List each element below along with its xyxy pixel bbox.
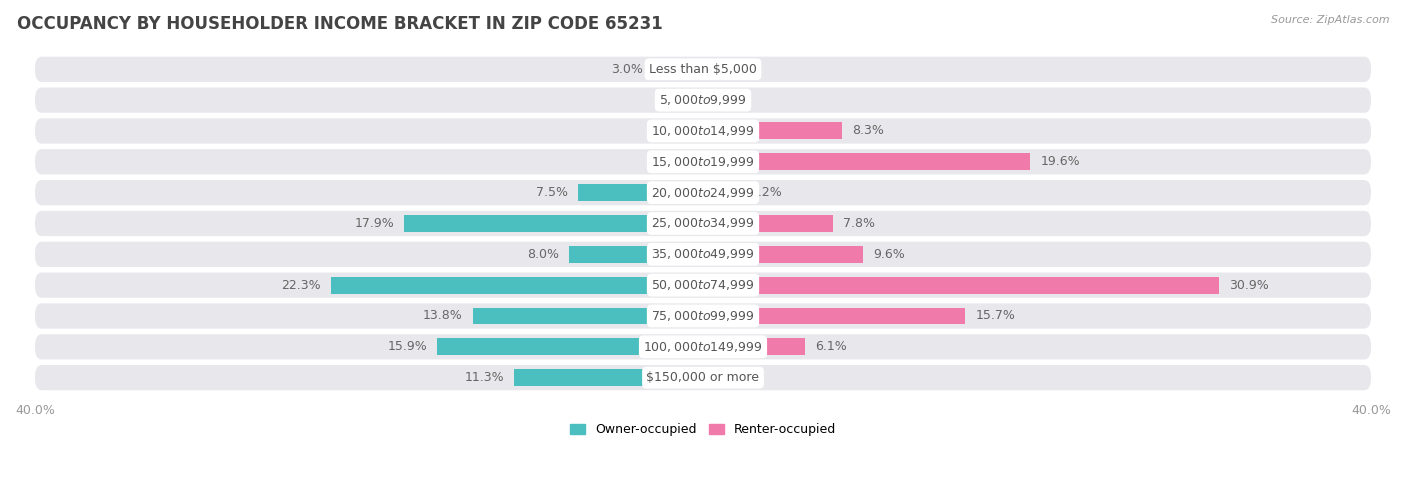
Text: 15.7%: 15.7% [976, 310, 1015, 323]
FancyBboxPatch shape [35, 334, 1371, 360]
Text: 7.8%: 7.8% [844, 217, 876, 230]
FancyBboxPatch shape [35, 180, 1371, 205]
Text: Less than $5,000: Less than $5,000 [650, 63, 756, 76]
Text: 0.0%: 0.0% [661, 94, 693, 106]
Legend: Owner-occupied, Renter-occupied: Owner-occupied, Renter-occupied [565, 418, 841, 441]
Bar [703, 184, 740, 201]
Text: 30.9%: 30.9% [1229, 278, 1268, 292]
FancyBboxPatch shape [35, 87, 1371, 113]
Text: $100,000 to $149,999: $100,000 to $149,999 [644, 340, 762, 354]
Bar [404, 215, 703, 232]
Bar [472, 308, 703, 325]
Text: 0.0%: 0.0% [661, 124, 693, 138]
Bar [703, 153, 1031, 170]
FancyBboxPatch shape [35, 211, 1371, 236]
Text: $25,000 to $34,999: $25,000 to $34,999 [651, 216, 755, 230]
FancyBboxPatch shape [35, 118, 1371, 143]
Bar [703, 122, 842, 139]
Text: $75,000 to $99,999: $75,000 to $99,999 [651, 309, 755, 323]
FancyBboxPatch shape [35, 365, 1371, 390]
Text: 8.0%: 8.0% [527, 248, 560, 261]
Text: 15.9%: 15.9% [388, 340, 427, 353]
Text: 0.0%: 0.0% [713, 371, 745, 384]
Text: Source: ZipAtlas.com: Source: ZipAtlas.com [1271, 15, 1389, 25]
Bar [703, 308, 965, 325]
Text: 0.0%: 0.0% [713, 63, 745, 76]
Bar [703, 277, 1219, 294]
Text: $150,000 or more: $150,000 or more [647, 371, 759, 384]
Bar [515, 369, 703, 386]
FancyBboxPatch shape [35, 273, 1371, 298]
Text: 3.0%: 3.0% [612, 63, 643, 76]
Bar [652, 61, 703, 78]
Text: $20,000 to $24,999: $20,000 to $24,999 [651, 186, 755, 200]
FancyBboxPatch shape [35, 303, 1371, 329]
Text: 2.2%: 2.2% [749, 186, 782, 199]
Bar [330, 277, 703, 294]
Bar [437, 338, 703, 355]
Text: 0.0%: 0.0% [713, 94, 745, 106]
Text: 0.22%: 0.22% [650, 156, 689, 168]
Bar [703, 338, 804, 355]
Text: 19.6%: 19.6% [1040, 156, 1080, 168]
FancyBboxPatch shape [35, 242, 1371, 267]
Text: $5,000 to $9,999: $5,000 to $9,999 [659, 93, 747, 107]
Text: OCCUPANCY BY HOUSEHOLDER INCOME BRACKET IN ZIP CODE 65231: OCCUPANCY BY HOUSEHOLDER INCOME BRACKET … [17, 15, 662, 33]
Text: $15,000 to $19,999: $15,000 to $19,999 [651, 155, 755, 169]
FancyBboxPatch shape [35, 57, 1371, 82]
Text: $50,000 to $74,999: $50,000 to $74,999 [651, 278, 755, 292]
Bar [699, 153, 703, 170]
Text: 6.1%: 6.1% [815, 340, 846, 353]
FancyBboxPatch shape [35, 149, 1371, 174]
Text: $35,000 to $49,999: $35,000 to $49,999 [651, 247, 755, 261]
Text: 17.9%: 17.9% [354, 217, 394, 230]
Text: 9.6%: 9.6% [873, 248, 905, 261]
Bar [578, 184, 703, 201]
Bar [569, 246, 703, 263]
Text: 8.3%: 8.3% [852, 124, 883, 138]
Text: 11.3%: 11.3% [464, 371, 505, 384]
Text: 13.8%: 13.8% [423, 310, 463, 323]
Text: $10,000 to $14,999: $10,000 to $14,999 [651, 124, 755, 138]
Bar [703, 246, 863, 263]
Text: 7.5%: 7.5% [536, 186, 568, 199]
Bar [703, 215, 834, 232]
Text: 22.3%: 22.3% [281, 278, 321, 292]
